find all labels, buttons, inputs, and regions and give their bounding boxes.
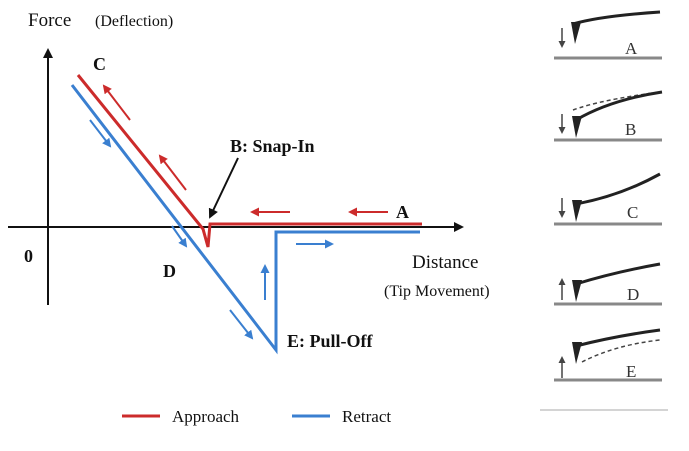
- panel-d-tip: [572, 280, 582, 302]
- snap-in-pointer-arrow: [208, 157, 239, 219]
- origin-label: 0: [24, 246, 33, 266]
- panel-e-tip: [572, 342, 582, 364]
- panel-b: B: [554, 90, 663, 142]
- point-label-e: E: Pull-Off: [287, 331, 373, 351]
- approach-curve: [76, 74, 422, 248]
- panel-e: E: [554, 328, 662, 382]
- retract-arrow-3: [229, 309, 254, 340]
- panel-c: C: [554, 172, 662, 226]
- retract-arrow-1: [89, 119, 112, 148]
- panel-c-tip: [572, 200, 582, 222]
- legend-label-retract: Retract: [342, 407, 391, 426]
- panel-b-tip: [572, 116, 582, 138]
- panel-e-label: E: [626, 362, 636, 381]
- panel-b-cantilever: [575, 90, 663, 122]
- point-label-b: B: Snap-In: [230, 136, 315, 156]
- retract-curve: [70, 84, 420, 355]
- panel-e-cantilever-ref: [581, 339, 661, 363]
- panel-a-label: A: [625, 39, 638, 58]
- panel-d-label: D: [627, 285, 639, 304]
- panel-c-cantilever: [575, 172, 661, 206]
- x-axis-label: Distance: [412, 252, 478, 273]
- panel-c-label: C: [627, 203, 638, 222]
- panel-a-tip: [571, 22, 581, 44]
- retract-arrow-2: [171, 225, 188, 248]
- approach-arrow-3: [158, 154, 187, 191]
- panel-d-cantilever: [575, 262, 661, 286]
- panel-a-cantilever: [572, 10, 661, 26]
- y-axis-sublabel: (Deflection): [95, 13, 173, 30]
- legend-label-approach: Approach: [172, 407, 240, 426]
- point-label-a: A: [396, 202, 409, 222]
- panel-a: A: [554, 10, 662, 60]
- panel-e-cantilever: [575, 328, 661, 348]
- x-axis-sublabel: (Tip Movement): [384, 283, 490, 300]
- y-axis-label: Force: [28, 10, 71, 31]
- panel-b-label: B: [625, 120, 636, 139]
- panel-d: D: [554, 262, 662, 306]
- point-label-d: D: [163, 261, 176, 281]
- point-label-c: C: [93, 54, 106, 74]
- approach-arrow-4: [102, 84, 131, 121]
